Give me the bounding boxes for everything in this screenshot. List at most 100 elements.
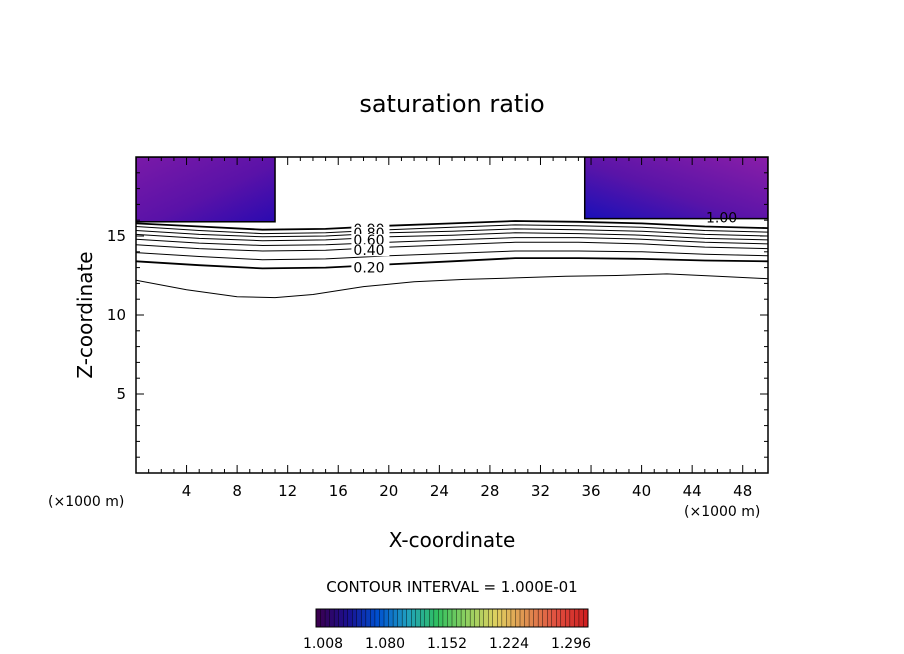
y-tick-label: 10 <box>107 306 126 324</box>
contour-line <box>136 257 768 270</box>
colorbar-cell <box>524 608 530 628</box>
colorbar-cell <box>574 608 580 628</box>
colorbar-cell <box>474 608 480 628</box>
colorbar-label: 1.152 <box>427 636 467 652</box>
colorbar-cell <box>420 608 426 628</box>
x-unit-left: (×1000 m) <box>48 494 124 510</box>
colorbar-cell <box>324 608 331 628</box>
colorbar-label: 1.224 <box>489 636 529 652</box>
x-tick-label: 8 <box>232 482 242 500</box>
colorbar-label: 1.008 <box>303 636 343 652</box>
colorbar-cell <box>488 608 494 628</box>
colorbar-cell <box>442 608 448 628</box>
saturated-region <box>583 157 768 220</box>
contour-lines <box>136 220 768 299</box>
colorbar-cell <box>433 608 439 628</box>
contour-label: 0.20 <box>353 261 384 277</box>
colorbar-label: 1.296 <box>551 636 591 652</box>
contour-line <box>136 220 768 231</box>
x-tick-label: 36 <box>581 482 600 500</box>
colorbar-cell <box>329 608 335 628</box>
y-axis-label: Z-coordinate <box>73 251 97 378</box>
x-axis-ticks: 4 8 12 16 20 24 28 32 36 40 44 48 <box>148 157 756 500</box>
contour-interval-label: CONTOUR INTERVAL = 1.000E-01 <box>326 578 577 596</box>
colorbar-cell <box>379 608 385 628</box>
colorbar-cell <box>383 608 390 628</box>
colorbar-cell <box>429 608 435 628</box>
colorbar-cell <box>469 608 476 628</box>
colorbar-cell <box>361 608 367 628</box>
colorbar-cell <box>542 608 548 628</box>
colorbar-cell <box>370 608 376 628</box>
colorbar-cell <box>315 608 322 628</box>
y-axis-ticks: 5 10 15 <box>107 172 768 458</box>
colorbar-labels: 1.008 1.080 1.152 1.224 1.296 <box>303 636 591 652</box>
contour-line <box>136 224 768 235</box>
colorbar <box>315 608 589 628</box>
colorbar-frame <box>315 608 589 628</box>
contour-line <box>136 232 768 242</box>
x-tick-label: 28 <box>480 482 499 500</box>
colorbar-cell <box>479 608 485 628</box>
colorbar-cell <box>560 608 566 628</box>
contour-labels: 1.000.900.800.600.400.20 <box>351 211 737 277</box>
contour-line <box>136 273 768 299</box>
colorbar-cell <box>565 608 571 628</box>
contour-line <box>136 228 768 238</box>
colorbar-cell <box>411 608 417 628</box>
colorbar-cell <box>506 608 512 628</box>
contour-line <box>136 241 768 252</box>
colorbar-cell <box>556 608 562 628</box>
colorbar-cell <box>497 608 503 628</box>
colorbar-cell <box>338 608 344 628</box>
colorbar-cell <box>424 608 430 628</box>
x-axis-label: X-coordinate <box>389 528 516 552</box>
contour-line <box>136 237 768 247</box>
contour-line <box>136 250 768 261</box>
colorbar-cell <box>492 608 498 628</box>
colorbar-cell <box>515 608 521 628</box>
contour-label-bg <box>351 244 390 257</box>
colorbar-cell <box>406 608 412 628</box>
colorbar-cell <box>510 608 516 628</box>
colorbar-cell <box>451 608 458 628</box>
x-tick-label: 12 <box>278 482 297 500</box>
colorbar-cell <box>388 608 394 628</box>
colorbar-cell <box>578 608 584 628</box>
colorbar-cell <box>320 608 326 628</box>
x-tick-label: 24 <box>430 482 449 500</box>
colorbar-cell <box>374 608 380 628</box>
contour-label: 0.40 <box>353 243 384 259</box>
contour-label-bg <box>351 261 390 274</box>
colorbar-cell <box>397 608 403 628</box>
x-tick-label: 32 <box>531 482 550 500</box>
x-tick-label: 40 <box>632 482 651 500</box>
colorbar-cell <box>343 608 349 628</box>
colorbar-cell <box>465 608 471 628</box>
contour-label-bg <box>351 233 390 246</box>
colorbar-cell <box>438 608 444 628</box>
colorbar-cell <box>460 608 467 628</box>
colorbar-cell <box>347 608 353 628</box>
colorbar-cell <box>401 608 408 628</box>
chart-title: saturation ratio <box>359 90 544 118</box>
colorbar-cell <box>537 608 544 628</box>
colorbar-cell <box>547 608 553 628</box>
x-tick-label: 48 <box>733 482 752 500</box>
x-unit-right: (×1000 m) <box>684 504 760 520</box>
colorbar-cell <box>447 608 453 628</box>
colorbar-label: 1.080 <box>365 636 405 652</box>
colorbar-cell <box>528 608 535 628</box>
y-tick-label: 15 <box>107 227 126 245</box>
colorbar-cell <box>333 608 340 628</box>
x-tick-label: 20 <box>379 482 398 500</box>
x-tick-label: 16 <box>329 482 348 500</box>
region-label: 1.00 <box>706 211 737 227</box>
x-tick-label: 4 <box>182 482 192 500</box>
colorbar-cell <box>551 608 557 628</box>
colorbar-cell <box>365 608 371 628</box>
colorbar-cell <box>519 608 526 628</box>
colorbar-cell <box>456 608 462 628</box>
x-tick-label: 44 <box>683 482 702 500</box>
